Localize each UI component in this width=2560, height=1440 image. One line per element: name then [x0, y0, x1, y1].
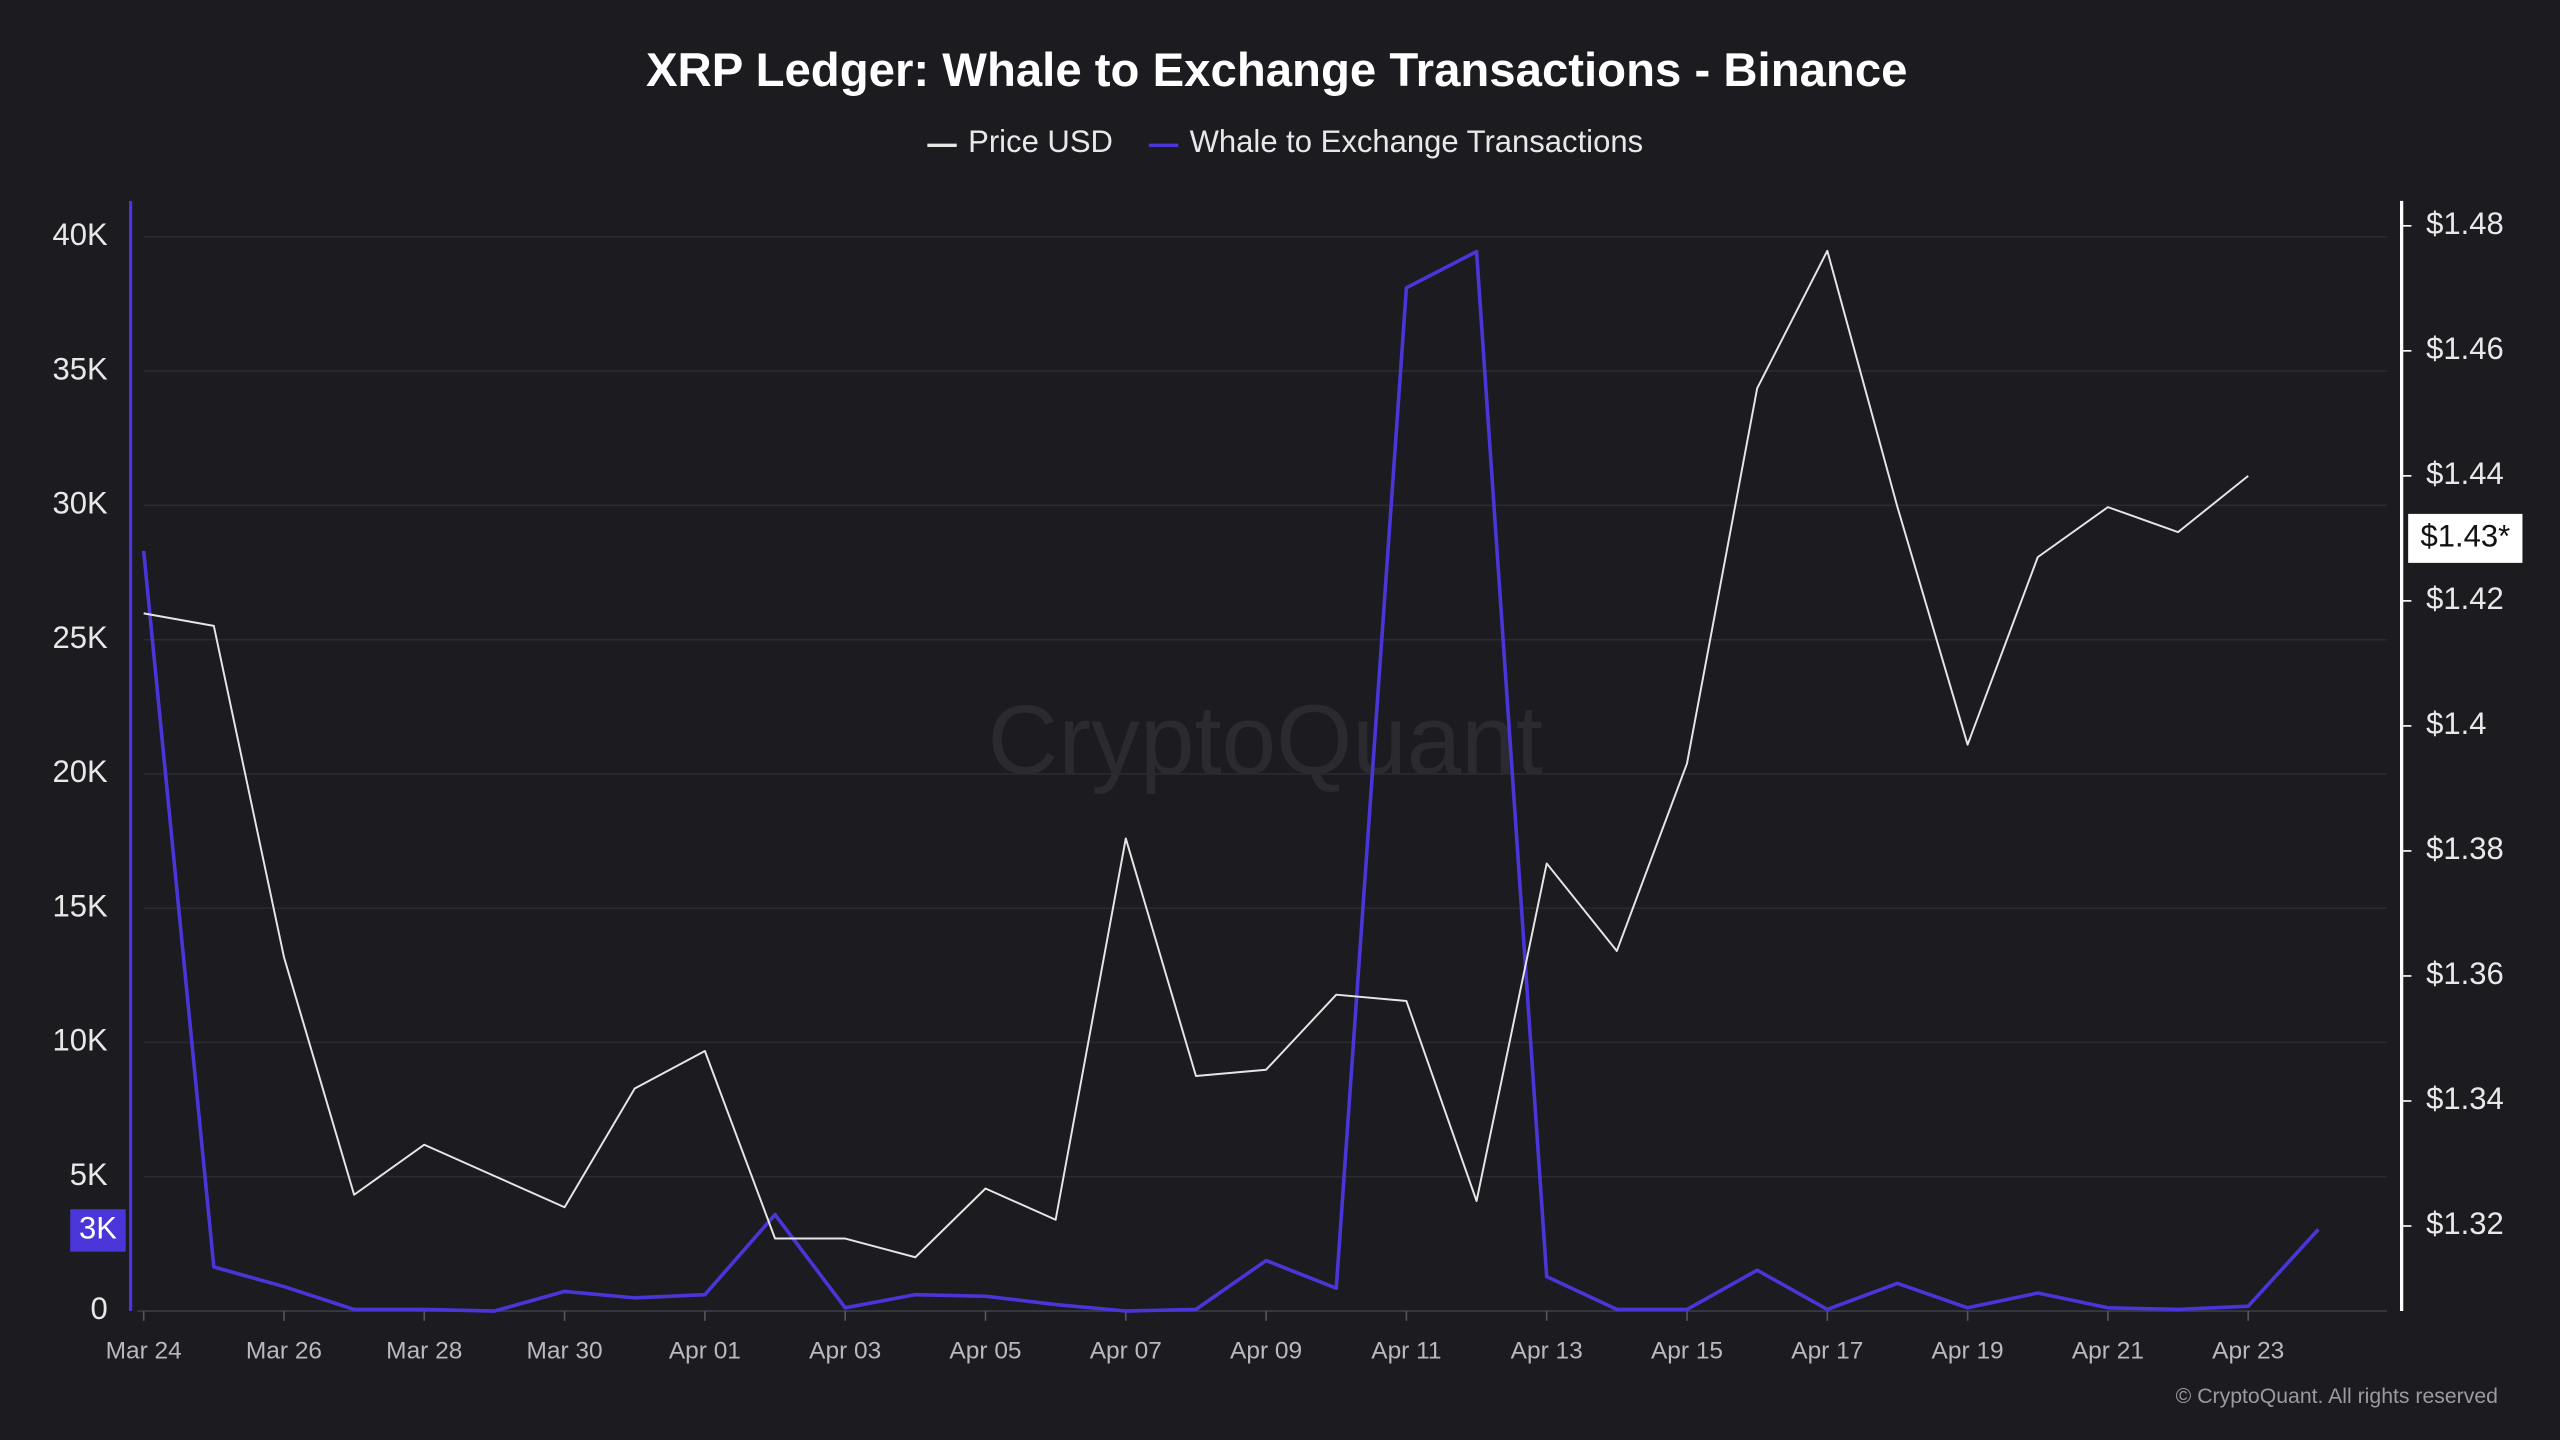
y2-badge: $1.43*	[2420, 519, 2510, 554]
y2-tick-label: $1.44	[2426, 456, 2504, 491]
x-tick-label: Apr 19	[1932, 1337, 2004, 1364]
y-tick-label: 35K	[53, 351, 108, 386]
series-line	[143, 249, 2249, 1259]
y2-tick-label: $1.46	[2426, 331, 2504, 366]
x-tick-label: Apr 09	[1230, 1337, 1302, 1364]
x-tick-label: Apr 15	[1651, 1337, 1723, 1364]
watermark: CryptoQuant	[988, 685, 1543, 795]
x-tick-label: Apr 05	[949, 1337, 1021, 1364]
y2-tick-label: $1.34	[2426, 1081, 2504, 1116]
x-tick-label: Apr 23	[2212, 1337, 2284, 1364]
x-tick-label: Mar 30	[527, 1337, 603, 1364]
y2-tick-label: $1.32	[2426, 1206, 2504, 1241]
y-tick-label: 25K	[53, 620, 108, 655]
footer: © CryptoQuant. All rights reserved	[2176, 1385, 2498, 1408]
x-tick-label: Apr 07	[1090, 1337, 1162, 1364]
chart-title: XRP Ledger: Whale to Exchange Transactio…	[646, 44, 1908, 97]
legend-label: Whale to Exchange Transactions	[1190, 124, 1643, 159]
x-tick-label: Mar 26	[246, 1337, 322, 1364]
y-badge: 3K	[79, 1211, 117, 1246]
y-tick-label: 30K	[53, 486, 108, 521]
y2-tick-label: $1.4	[2426, 706, 2486, 741]
y-badge-bg	[70, 1209, 126, 1252]
y-tick-label: 5K	[70, 1157, 108, 1192]
y-tick-label: 20K	[53, 754, 108, 789]
y2-tick-label: $1.48	[2426, 206, 2504, 241]
x-tick-label: Apr 03	[809, 1337, 881, 1364]
x-tick-label: Apr 13	[1511, 1337, 1583, 1364]
x-tick-label: Mar 28	[386, 1337, 462, 1364]
y2-badge-bg	[2408, 513, 2523, 563]
y2-tick-label: $1.36	[2426, 956, 2504, 991]
y2-tick-label: $1.42	[2426, 581, 2504, 616]
y-tick-label: 0	[91, 1291, 108, 1326]
y-tick-label: 40K	[53, 217, 108, 252]
series-line	[141, 249, 2320, 1313]
x-tick-label: Apr 17	[1791, 1337, 1863, 1364]
y2-tick-label: $1.38	[2426, 831, 2504, 866]
y-tick-label: 15K	[53, 888, 108, 923]
x-tick-label: Apr 21	[2072, 1337, 2144, 1364]
x-tick-label: Apr 01	[669, 1337, 741, 1364]
x-tick-label: Mar 24	[106, 1337, 182, 1364]
x-tick-label: Apr 11	[1371, 1337, 1441, 1364]
legend-label: Price USD	[968, 124, 1113, 159]
y-tick-label: 10K	[53, 1023, 108, 1058]
